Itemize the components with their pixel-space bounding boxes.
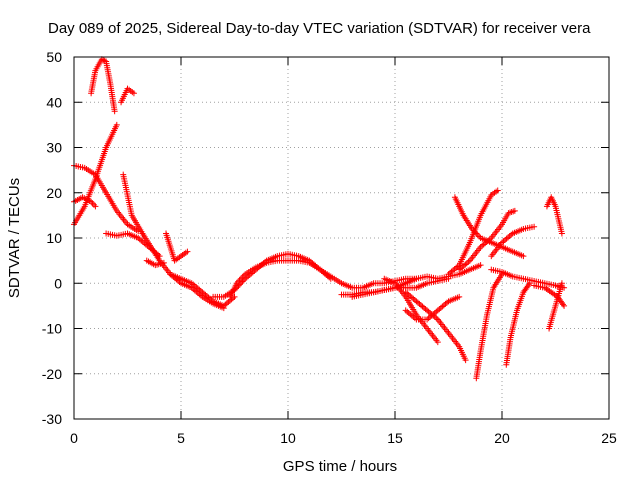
data-points (71, 56, 568, 382)
series-track-h (163, 230, 191, 264)
plot-frame (73, 56, 610, 420)
data-point (130, 90, 137, 97)
x-axis-label: GPS time / hours (283, 458, 397, 475)
y-tick-label: -20 (42, 366, 62, 382)
y-axis-label: SDTVAR / TECUs (6, 178, 23, 298)
x-tick-label: 5 (177, 430, 185, 446)
x-tick-label: 15 (387, 430, 403, 446)
series-track-w (488, 223, 538, 260)
data-point (92, 203, 99, 210)
data-point (520, 253, 527, 260)
x-tick-label: 25 (601, 430, 617, 446)
series-track-c (88, 56, 118, 115)
data-point (477, 262, 484, 269)
data-point (90, 201, 97, 208)
data-point (494, 187, 501, 194)
y-tick-label: -30 (42, 411, 62, 427)
data-point (160, 259, 167, 266)
series-track-d (118, 85, 137, 106)
y-tick-label: 50 (46, 49, 62, 65)
data-point (561, 302, 568, 309)
y-tick-label: 40 (46, 94, 62, 110)
series-track-t (456, 207, 518, 273)
series-track-s (445, 187, 501, 278)
series-track-g (103, 230, 163, 260)
x-tick-label: 10 (280, 430, 296, 446)
series-track-l (227, 257, 420, 300)
grid (74, 57, 609, 419)
y-tick-label: -10 (42, 321, 62, 337)
series-track-a (71, 162, 142, 235)
data-point (111, 108, 118, 115)
chart-title: Day 089 of 2025, Sidereal Day-to-day VTE… (48, 20, 591, 37)
data-point (531, 223, 538, 230)
y-tick-label: 30 (46, 140, 62, 156)
data-point (558, 230, 565, 237)
series-track-aa (546, 280, 565, 332)
series-track-o (381, 275, 441, 346)
series-track-y (543, 194, 565, 237)
series-track-p (402, 289, 469, 364)
series-track-b (71, 121, 120, 228)
series-track-j (167, 271, 238, 309)
data-point (456, 293, 463, 300)
data-point (113, 121, 120, 128)
series-track-x (503, 280, 533, 368)
x-tick-label: 20 (494, 430, 510, 446)
data-point (184, 248, 191, 255)
data-point (239, 274, 246, 281)
y-tick-label: 10 (46, 230, 62, 246)
y-tick-label: 20 (46, 185, 62, 201)
series-track-u (473, 271, 505, 382)
series-track-q (402, 293, 463, 323)
series-track-k (210, 250, 334, 300)
data-point (462, 357, 469, 364)
x-tick-label: 0 (70, 430, 78, 446)
data-point (434, 339, 441, 346)
data-point (511, 207, 518, 214)
data-point (526, 280, 533, 287)
data-point (156, 253, 163, 260)
axis-ticks: 0 5 10 15 20 25 -30 -20 -10 0 10 20 30 40 50 (42, 49, 617, 446)
series-track-i (143, 257, 167, 269)
y-tick-label: 0 (54, 275, 62, 291)
data-point (558, 280, 565, 287)
